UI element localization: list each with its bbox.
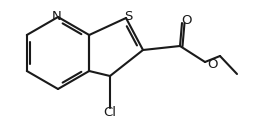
Text: N: N bbox=[52, 10, 62, 24]
Text: Cl: Cl bbox=[104, 106, 117, 120]
Text: S: S bbox=[124, 10, 132, 24]
Text: O: O bbox=[182, 14, 192, 28]
Text: O: O bbox=[207, 57, 217, 71]
